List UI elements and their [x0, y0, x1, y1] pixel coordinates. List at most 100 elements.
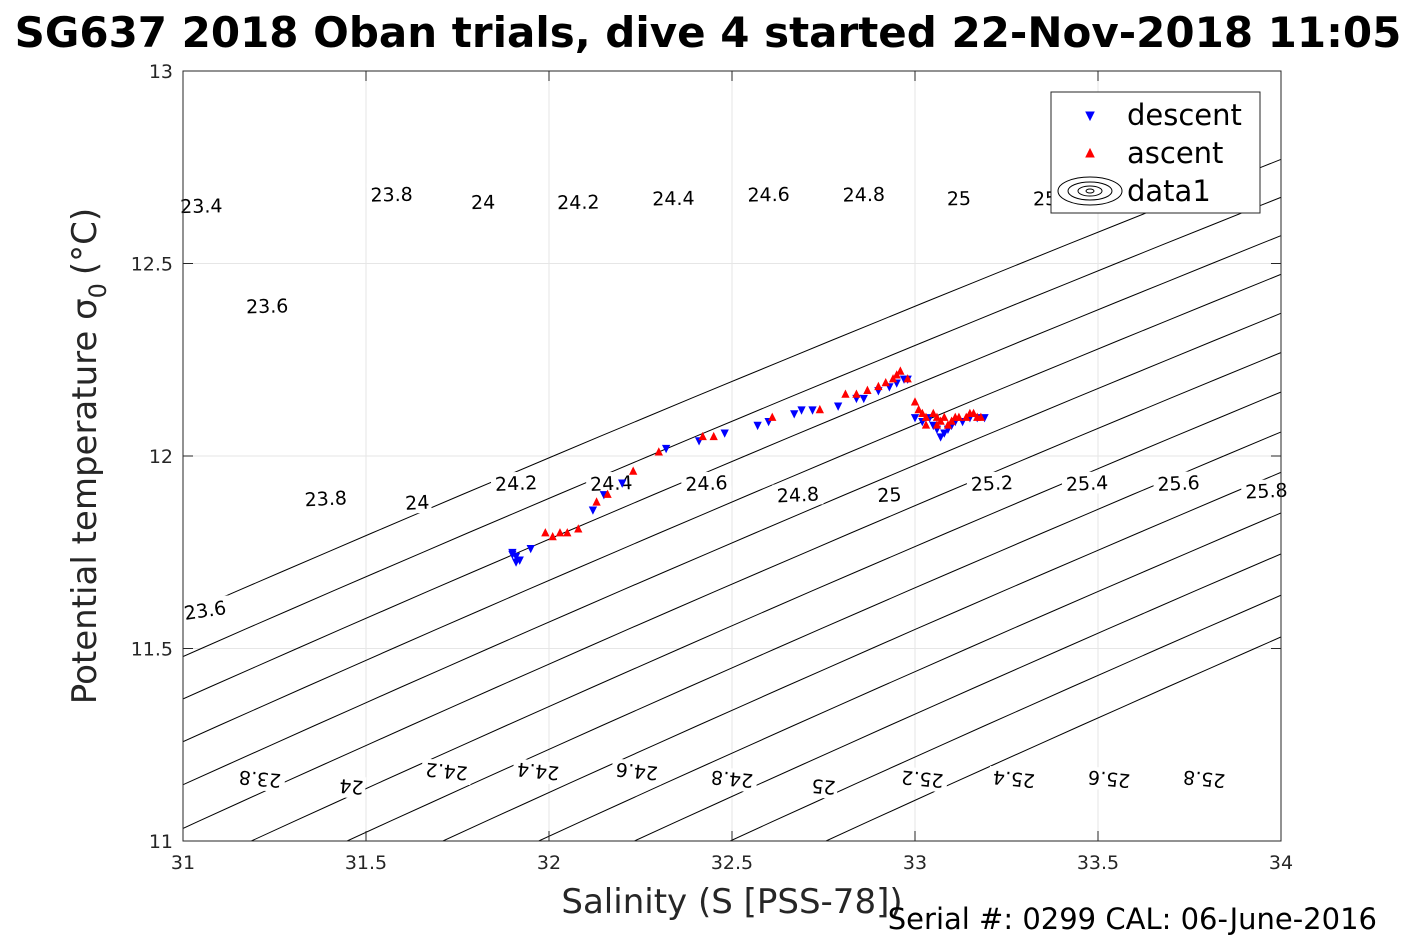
- y-axis-ticks: 11 11.5 12 12.5 13: [131, 61, 1281, 853]
- contour-label: 23.4: [176, 194, 227, 218]
- x-axis-label: Salinity (S [PSS-78]): [561, 882, 902, 922]
- point-ascent: [918, 408, 927, 418]
- contour-label-text: 24: [471, 192, 496, 214]
- contour-label-text: 25.6: [1157, 472, 1200, 496]
- contour-label-text: 25.8: [1245, 480, 1288, 504]
- legend-label-descent: descent: [1127, 98, 1242, 132]
- point-ascent: [921, 420, 931, 429]
- contour-label-bg: [553, 190, 604, 214]
- contour-label: 24.6: [743, 182, 794, 207]
- point-ascent: [976, 412, 986, 421]
- contour-label-text: 25: [877, 484, 902, 507]
- contour-label: 25.8: [1240, 478, 1292, 504]
- contour-label-bg: [610, 758, 663, 786]
- chart-title: SG637 2018 Oban trials, dive 4 started 2…: [15, 8, 1402, 57]
- contour-label-bg: [808, 774, 839, 800]
- contour-line: [442, 471, 1281, 841]
- contour-label: 24.8: [838, 182, 890, 207]
- contour-label-bg: [966, 470, 1018, 496]
- point-descent: [661, 444, 671, 454]
- contour-label: 25.2: [896, 765, 949, 793]
- contour-label: 25.8: [1178, 765, 1231, 793]
- point-ascent: [903, 374, 912, 383]
- point-ascent: [709, 431, 718, 441]
- contour-label-bg: [1178, 766, 1231, 793]
- contour-label-text: 24.2: [494, 472, 537, 496]
- contour-label: 25: [874, 482, 904, 507]
- x-tick-label: 34: [1269, 852, 1293, 874]
- legend-label-ascent: ascent: [1127, 136, 1223, 170]
- contour-line: [183, 352, 1281, 829]
- point-ascent: [932, 420, 942, 429]
- contour-label: 23.8: [300, 486, 352, 511]
- point-ascent: [881, 377, 890, 387]
- x-tick-label: 33: [903, 852, 927, 874]
- density-contours: [183, 158, 1281, 841]
- contour-label-bg: [1153, 470, 1204, 496]
- point-ascent: [541, 528, 550, 537]
- contour-label: 24.8: [772, 482, 824, 508]
- point-descent: [808, 406, 817, 415]
- point-descent: [790, 410, 799, 419]
- contour-line: [183, 273, 1281, 743]
- contour-label-bg: [336, 774, 367, 800]
- contour-label-bg: [402, 490, 432, 514]
- point-ascent: [910, 397, 920, 406]
- contour-label-text: 24.2: [557, 191, 600, 214]
- contour-line: [729, 594, 1281, 841]
- contour-label-bg: [300, 486, 352, 511]
- y-tick-label: 11: [149, 831, 173, 853]
- point-ascent: [555, 528, 565, 537]
- contour-label-text: 23.8: [238, 766, 282, 792]
- contour-label-bg: [178, 595, 232, 625]
- y-axis-label-subscript: 0: [84, 283, 112, 298]
- contour-label-bg: [234, 766, 286, 793]
- contour-label-bg: [743, 182, 794, 206]
- point-ascent: [841, 389, 850, 398]
- legend: descent ascent data1: [1050, 91, 1261, 214]
- point-descent: [940, 429, 949, 438]
- contour-label-bg: [944, 186, 974, 210]
- contour-label: 23.8: [234, 766, 286, 793]
- contour-label-text: 23.8: [304, 487, 347, 511]
- x-tick-label: 31.5: [345, 852, 387, 874]
- contour-label-bg: [1061, 470, 1113, 496]
- contour-label: 25.6: [1083, 765, 1135, 793]
- contour-label: 25: [944, 186, 974, 210]
- y-tick-label: 13: [149, 61, 173, 83]
- contour-label-bg: [241, 294, 293, 318]
- contour-label-text: 25: [811, 774, 837, 798]
- x-axis-ticks: 31 31.5 32 32.5 33 33.5 34: [171, 71, 1293, 874]
- point-descent: [859, 394, 868, 404]
- contour-label: 24.6: [680, 470, 732, 496]
- contour-label-text: 25.4: [1065, 472, 1108, 496]
- point-descent: [753, 421, 762, 431]
- contour-label-bg: [1083, 766, 1135, 793]
- y-axis-label-unit: (°C): [65, 208, 105, 275]
- legend-item-data1: data1: [1057, 174, 1211, 208]
- contour-label: 24.4: [648, 186, 699, 211]
- contour-label: 24.4: [512, 758, 564, 786]
- contour-label-bg: [468, 190, 498, 214]
- contour-label: 24: [336, 774, 367, 800]
- point-ascent: [603, 489, 612, 498]
- point-descent: [588, 506, 598, 515]
- point-descent: [833, 402, 843, 411]
- contour-line: [538, 512, 1281, 841]
- contour-label-text: 23.4: [180, 195, 223, 218]
- contour-line: [346, 431, 1281, 841]
- contour-label: 23.8: [366, 182, 417, 207]
- contour-label: 23.6: [241, 294, 293, 318]
- contour-label-bg: [706, 766, 758, 793]
- contour-line: [251, 391, 1281, 841]
- legend-marker-descent: [1085, 111, 1095, 122]
- y-axis-label: Potential temperature σ0 (°C): [65, 208, 112, 704]
- contour-label-text: 24.8: [776, 483, 819, 507]
- point-ascent: [863, 385, 872, 394]
- y-tick-label: 12: [149, 446, 173, 468]
- contour-label: 25.4: [1061, 470, 1113, 496]
- contour-line: [634, 553, 1281, 841]
- contour-label-text: 23.6: [246, 295, 289, 318]
- legend-item-descent: descent: [1085, 98, 1242, 132]
- point-ascent: [574, 524, 583, 533]
